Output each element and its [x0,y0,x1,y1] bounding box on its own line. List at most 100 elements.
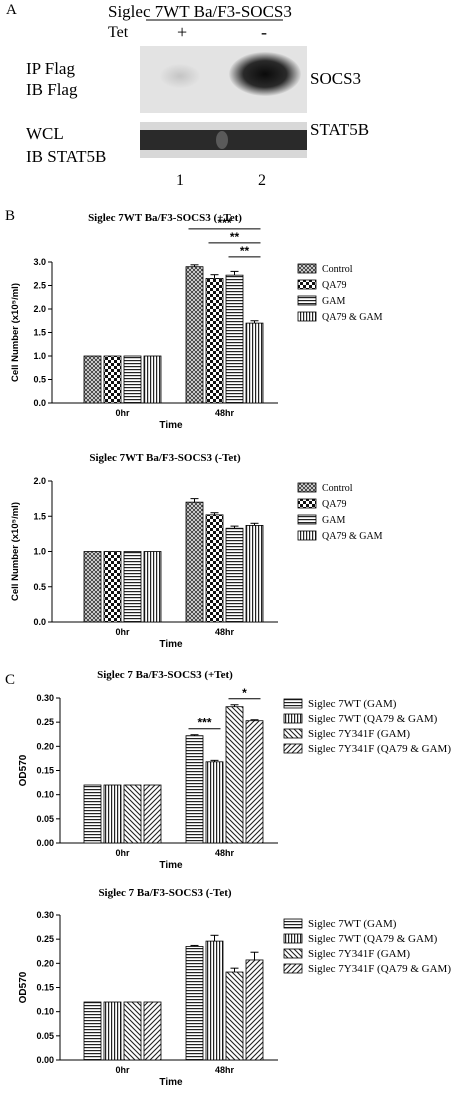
panel-letter-a: A [6,2,17,18]
y-tick-label: 0.0 [33,617,46,627]
significance-label: * [242,686,247,700]
y-tick-label: 1.0 [33,547,46,557]
legend-swatch [283,948,303,959]
x-tick-label: 0hr [115,1065,130,1075]
y-tick-label: 0.5 [33,375,46,385]
bar [205,514,224,623]
y-tick-label: 0.15 [36,766,54,776]
y-tick-label: 1.5 [33,511,46,521]
ip-label-line1: IP Flag [26,59,75,78]
x-tick-label: 48hr [215,627,235,637]
x-tick-label: 0hr [115,408,130,418]
y-tick-label: 1.0 [33,351,46,361]
chart-3: Siglec 7 Ba/F3-SOCS3 (+Tet) 0.00 0.05 0.10 0… [18,669,451,871]
wcl-label-line1: WCL [26,124,64,143]
panel-letter-c: C [5,672,15,688]
bar [103,551,122,623]
legend-label: QA79 [322,499,346,510]
lane-1-tet-sign: + [177,22,187,42]
y-tick-label: 0.10 [36,1007,54,1017]
legend-swatch [283,963,303,974]
bar [185,266,204,404]
legend-label: Siglec 7Y341F (GAM) [308,948,410,960]
y-tick-label: 0.05 [36,1031,54,1041]
legend-label: Siglec 7Y341F (GAM) [308,728,410,740]
legend-label: Siglec 7WT (GAM) [308,698,397,710]
bar [225,527,244,623]
x-tick-label: 0hr [115,848,130,858]
y-axis-label: Cell Number (x10⁵/ml) [10,283,21,382]
significance-label: *** [217,216,231,230]
significance-label: ** [240,244,250,258]
legend-label: Siglec 7Y341F (QA79 & GAM) [308,743,451,755]
legend-label: QA79 [322,280,346,291]
bar [185,735,204,844]
y-tick-label: 3.0 [33,257,46,267]
y-tick-label: 0.30 [36,693,54,703]
lane-number-2: 2 [258,172,266,189]
x-axis-label: Time [159,1077,183,1088]
x-axis-label: Time [159,420,183,431]
bar [123,784,142,844]
bar [245,720,264,844]
y-tick-label: 0.00 [36,1055,54,1065]
y-tick-label: 0.0 [33,398,46,408]
bar [225,971,244,1061]
x-axis-label: Time [159,639,183,650]
legend-swatch [297,482,317,493]
bar-charts: Siglec 7WT Ba/F3-SOCS3 (+Tet) 0.0 0.5 1.0 1.… [10,212,451,1088]
wcl-label-line2: IB STAT5B [26,147,106,166]
bar [103,784,122,844]
y-tick-label: 0.25 [36,934,54,944]
bar [123,551,142,623]
y-tick-label: 0.25 [36,717,54,727]
legend-label: Siglec 7WT (GAM) [308,918,397,930]
bar [185,946,204,1061]
bar [103,355,122,404]
bar [143,1001,162,1061]
y-axis-label: OD570 [18,971,29,1003]
chart-4: Siglec 7 Ba/F3-SOCS3 (-Tet) 0.00 0.05 0.10 0… [18,887,451,1088]
ip-label-line2: IB Flag [26,80,78,99]
bar [123,355,142,404]
socs3-band-lane-1 [160,64,200,88]
legend-label: Siglec 7WT (QA79 & GAM) [308,933,438,945]
legend-swatch [297,311,317,322]
legend-swatch [283,698,303,709]
legend-swatch [297,514,317,525]
legend-swatch [297,295,317,306]
bar [205,761,224,844]
chart-title: Siglec 7 Ba/F3-SOCS3 (+Tet) [97,669,233,681]
y-tick-label: 2.0 [33,476,46,486]
x-tick-label: 48hr [215,408,235,418]
chart-title: Siglec 7WT Ba/F3-SOCS3 (-Tet) [89,452,241,464]
legend-label: Siglec 7WT (QA79 & GAM) [308,713,438,725]
bar [143,551,162,623]
legend-swatch [283,743,303,754]
bar [225,706,244,844]
y-tick-label: 2.5 [33,281,46,291]
bar [83,551,102,623]
bar [205,940,224,1061]
chart-2: Siglec 7WT Ba/F3-SOCS3 (-Tet) 0.0 0.5 1.0 1.… [10,452,383,650]
panel-a: A Siglec 7WT Ba/F3-SOCS3 Tet + - IP Flag… [6,2,369,189]
chart-title: Siglec 7 Ba/F3-SOCS3 (-Tet) [98,887,231,899]
y-tick-label: 0.5 [33,582,46,592]
significance-label: *** [197,716,211,730]
bar [83,1001,102,1061]
legend-label: QA79 & GAM [322,531,383,542]
y-tick-label: 0.20 [36,741,54,751]
bar [143,784,162,844]
bar [185,501,204,623]
legend-swatch [297,279,317,290]
blot-header: Siglec 7WT Ba/F3-SOCS3 [108,2,292,21]
bar [83,784,102,844]
legend-swatch [283,933,303,944]
stat5b-band-label: STAT5B [310,120,369,139]
y-tick-label: 0.20 [36,958,54,968]
tet-label: Tet [108,24,129,41]
bar [245,959,264,1061]
socs3-band-label: SOCS3 [310,69,361,88]
significance-label: ** [230,230,240,244]
y-tick-label: 1.5 [33,328,46,338]
